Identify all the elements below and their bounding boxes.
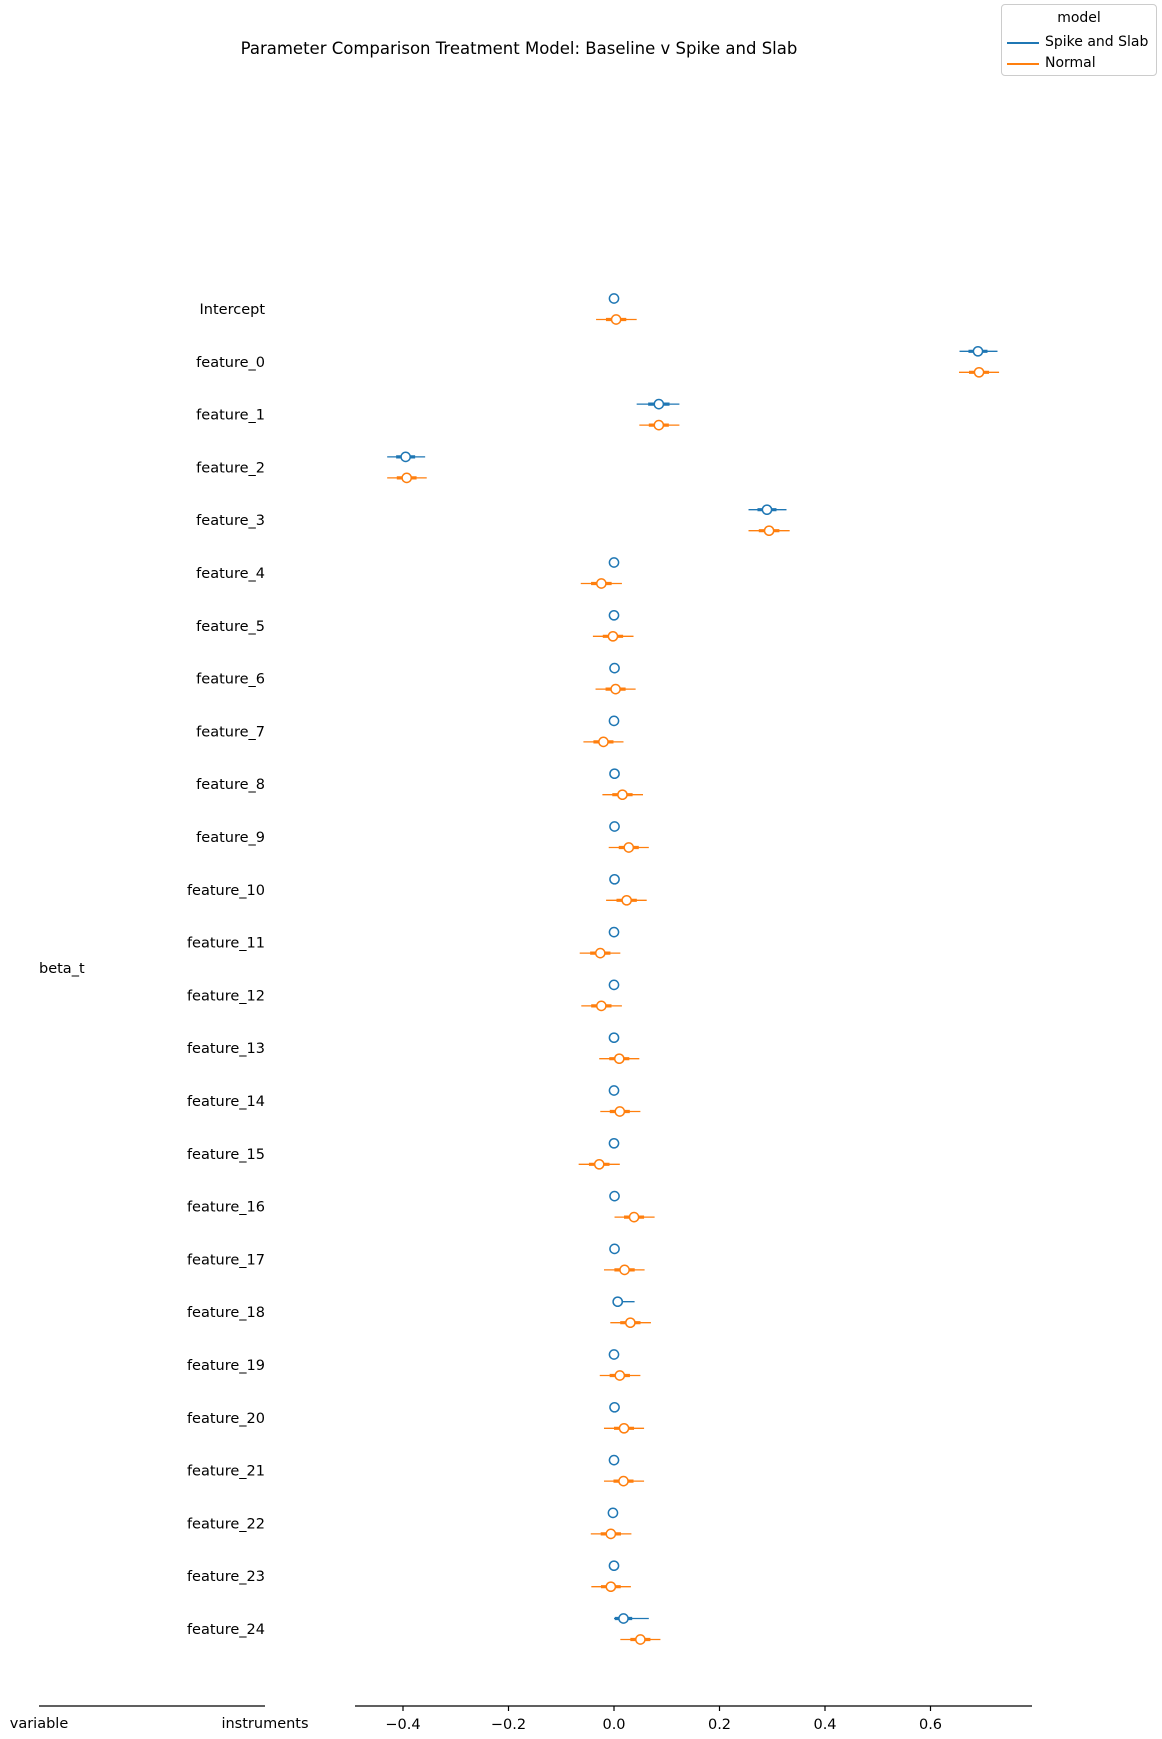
row-label: feature_2 <box>196 460 265 476</box>
mean-point <box>609 1190 620 1202</box>
mean-point <box>608 1349 620 1360</box>
row-label: feature_20 <box>187 1411 265 1427</box>
mean-point <box>763 525 775 537</box>
mean-point <box>595 1000 607 1012</box>
row-label: feature_4 <box>196 566 265 582</box>
legend-swatch-normal <box>1007 63 1039 65</box>
legend-label-normal: Normal <box>1045 55 1096 71</box>
mean-point <box>608 557 620 568</box>
row-label: feature_9 <box>196 830 265 846</box>
row-label: feature_17 <box>187 1252 265 1268</box>
mean-point <box>595 578 607 589</box>
mean-point <box>608 1454 620 1466</box>
mean-point <box>628 1211 640 1223</box>
mean-point <box>610 314 622 325</box>
mean-point <box>612 1296 624 1308</box>
row-label: feature_16 <box>187 1200 265 1216</box>
mean-point <box>609 873 620 885</box>
row-label: feature_7 <box>196 724 265 740</box>
mean-point <box>608 715 620 727</box>
mean-point <box>617 789 628 801</box>
mean-point <box>619 1264 630 1276</box>
row-label: feature_5 <box>196 619 265 635</box>
row-label: feature_13 <box>187 1041 265 1057</box>
mean-point <box>621 894 633 906</box>
x-tick-label: −0.2 <box>491 1717 526 1733</box>
row-label: feature_24 <box>187 1622 265 1638</box>
x-tick-label: 0.0 <box>602 1717 625 1733</box>
legend-label-spike-and-slab: Spike and Slab <box>1045 34 1149 50</box>
x-tick-label: 0.4 <box>813 1717 836 1733</box>
row-label: feature_14 <box>187 1094 265 1110</box>
left-axis-label-variable: variable <box>10 1716 69 1732</box>
mean-point <box>609 821 620 832</box>
mean-point <box>598 736 609 748</box>
row-label: feature_11 <box>187 936 265 952</box>
row-label: feature_8 <box>196 777 265 793</box>
mean-point <box>608 1137 620 1149</box>
mean-point <box>635 1634 646 1645</box>
mean-point <box>613 1053 625 1065</box>
left-axis-label-instruments: instruments <box>221 1716 308 1732</box>
mean-point <box>608 1032 620 1044</box>
mean-point <box>609 768 620 780</box>
mean-point <box>653 398 665 410</box>
chart-title: Parameter Comparison Treatment Model: Ba… <box>241 39 798 58</box>
mean-point <box>608 609 620 621</box>
row-label: feature_22 <box>187 1516 265 1532</box>
legend-title: model <box>1057 10 1101 26</box>
mean-point <box>608 1560 620 1572</box>
mean-point <box>973 366 985 378</box>
row-label: feature_21 <box>187 1464 265 1480</box>
mean-point <box>618 1475 629 1487</box>
legend: model Spike and Slab Normal <box>1001 4 1157 76</box>
mean-point <box>400 451 411 463</box>
legend-swatch-spike-and-slab <box>1007 42 1039 44</box>
mean-point <box>623 842 635 853</box>
mean-point <box>614 1106 626 1117</box>
mean-point <box>653 419 665 431</box>
mean-point <box>761 504 773 516</box>
legend-item-normal: Normal <box>1002 54 1156 74</box>
row-label: feature_18 <box>187 1305 265 1321</box>
mean-point <box>625 1317 636 1329</box>
legend-item-spike-and-slab: Spike and Slab <box>1002 33 1156 53</box>
mean-point <box>609 662 620 674</box>
row-label: feature_0 <box>196 355 265 371</box>
mean-point <box>605 1581 617 1593</box>
mean-point <box>608 293 620 304</box>
row-label: feature_15 <box>187 1147 265 1163</box>
row-label: feature_6 <box>196 672 265 688</box>
mean-point <box>607 630 619 642</box>
mean-point <box>618 1613 629 1624</box>
mean-point <box>972 345 984 357</box>
row-label: feature_12 <box>187 988 265 1004</box>
row-label: feature_10 <box>187 883 265 899</box>
mean-point <box>614 1370 626 1381</box>
group-label: beta_t <box>39 961 85 977</box>
row-label: feature_19 <box>187 1358 265 1374</box>
x-tick-label: −0.4 <box>385 1717 420 1733</box>
mean-point <box>608 926 620 938</box>
mean-point <box>608 1085 620 1096</box>
mean-point <box>618 1422 630 1434</box>
x-tick-label: 0.2 <box>708 1717 731 1733</box>
mean-point <box>401 472 413 484</box>
mean-point <box>605 1528 617 1540</box>
x-tick-label: 0.6 <box>919 1717 942 1733</box>
mean-point <box>608 979 620 991</box>
mean-point <box>610 683 621 695</box>
mean-point <box>609 1243 620 1255</box>
mean-point <box>594 947 606 959</box>
mean-point <box>609 1401 620 1413</box>
row-label: feature_23 <box>187 1569 265 1585</box>
row-label: feature_1 <box>196 408 265 424</box>
mean-point <box>607 1507 619 1519</box>
row-label: feature_3 <box>196 513 265 529</box>
row-label: Intercept <box>200 302 266 318</box>
mean-point <box>593 1158 605 1170</box>
